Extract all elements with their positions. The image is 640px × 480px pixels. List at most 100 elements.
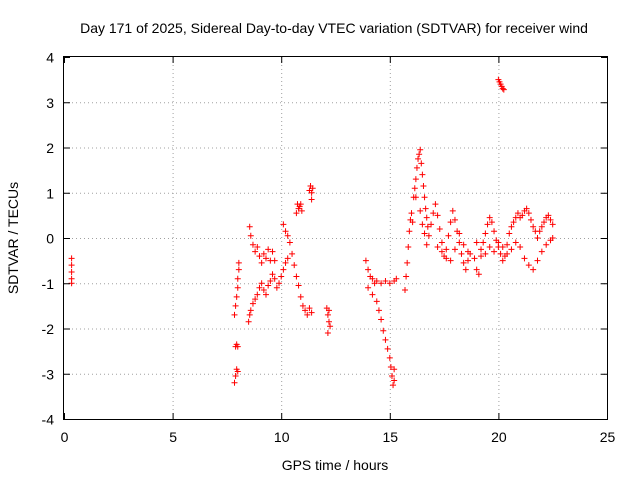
data-point bbox=[491, 248, 498, 255]
data-point bbox=[284, 255, 291, 262]
data-point bbox=[234, 343, 241, 350]
data-point bbox=[445, 232, 452, 239]
data-point bbox=[508, 246, 515, 253]
y-tick-label: -3 bbox=[42, 366, 55, 382]
data-point bbox=[504, 241, 511, 248]
data-point bbox=[480, 239, 487, 246]
data-point bbox=[308, 309, 315, 316]
data-point bbox=[293, 210, 300, 217]
data-point bbox=[282, 228, 289, 235]
data-point bbox=[324, 330, 331, 337]
data-point bbox=[525, 210, 532, 217]
data-point bbox=[413, 164, 420, 171]
data-point bbox=[530, 223, 537, 230]
data-point bbox=[436, 225, 443, 232]
data-point bbox=[262, 291, 269, 298]
data-point bbox=[451, 246, 458, 253]
data-point bbox=[517, 244, 524, 251]
data-point bbox=[538, 223, 545, 230]
y-tick-label: -4 bbox=[42, 412, 55, 428]
data-point bbox=[280, 266, 287, 273]
data-point bbox=[291, 262, 298, 269]
data-point bbox=[497, 250, 504, 257]
data-point bbox=[541, 219, 548, 226]
data-point bbox=[482, 250, 489, 257]
data-point bbox=[271, 275, 278, 282]
data-point bbox=[302, 307, 309, 314]
data-point bbox=[298, 207, 305, 214]
data-point bbox=[286, 239, 293, 246]
data-point bbox=[293, 273, 300, 280]
plot-frame bbox=[63, 56, 608, 420]
y-tick-label: -1 bbox=[42, 276, 55, 292]
data-points bbox=[68, 76, 556, 389]
data-point bbox=[260, 287, 267, 294]
data-point bbox=[402, 287, 409, 294]
y-tick-label: 3 bbox=[46, 95, 54, 111]
data-point bbox=[327, 323, 334, 330]
data-point bbox=[447, 257, 454, 264]
data-point bbox=[482, 230, 489, 237]
data-point bbox=[447, 219, 454, 226]
data-point bbox=[245, 318, 252, 325]
data-point bbox=[473, 266, 480, 273]
data-point bbox=[424, 223, 431, 230]
data-point bbox=[269, 271, 276, 278]
data-point bbox=[68, 262, 75, 269]
data-point bbox=[416, 151, 423, 158]
data-point bbox=[273, 284, 280, 291]
data-point bbox=[478, 246, 485, 253]
data-point bbox=[425, 232, 432, 239]
data-point bbox=[523, 205, 530, 212]
data-point bbox=[456, 239, 463, 246]
data-point bbox=[252, 296, 259, 303]
data-point bbox=[456, 230, 463, 237]
data-point bbox=[432, 201, 439, 208]
data-point bbox=[422, 205, 429, 212]
y-tick-label: 0 bbox=[46, 231, 54, 247]
data-point bbox=[434, 244, 441, 251]
data-point bbox=[421, 194, 428, 201]
data-point bbox=[406, 228, 413, 235]
data-point bbox=[231, 379, 238, 386]
data-point bbox=[419, 171, 426, 178]
data-point bbox=[418, 160, 425, 167]
data-point bbox=[386, 354, 393, 361]
data-point bbox=[378, 316, 385, 323]
data-point bbox=[538, 248, 545, 255]
data-point bbox=[295, 282, 302, 289]
data-point bbox=[234, 284, 241, 291]
axis-ticks bbox=[64, 57, 608, 420]
data-point bbox=[284, 232, 291, 239]
data-point bbox=[247, 232, 254, 239]
data-point bbox=[233, 293, 240, 300]
data-point bbox=[428, 221, 435, 228]
data-point bbox=[235, 266, 242, 273]
data-point bbox=[438, 239, 445, 246]
data-point bbox=[434, 212, 441, 219]
data-point bbox=[519, 212, 526, 219]
data-point bbox=[393, 275, 400, 282]
data-point bbox=[443, 246, 450, 253]
data-point bbox=[256, 253, 263, 260]
data-point bbox=[278, 273, 285, 280]
data-point bbox=[373, 298, 380, 305]
data-point bbox=[547, 216, 554, 223]
data-point bbox=[325, 307, 332, 314]
data-point bbox=[462, 266, 469, 273]
data-point bbox=[421, 230, 428, 237]
data-point bbox=[386, 280, 393, 287]
data-point bbox=[408, 210, 415, 217]
data-point bbox=[390, 382, 397, 389]
x-tick-label: 10 bbox=[274, 429, 290, 445]
data-point bbox=[512, 239, 519, 246]
data-point bbox=[534, 257, 541, 264]
x-tick-label: 0 bbox=[61, 429, 69, 445]
data-point bbox=[527, 216, 534, 223]
data-point bbox=[373, 277, 380, 284]
data-point bbox=[232, 373, 239, 380]
data-point bbox=[504, 250, 511, 257]
data-point bbox=[254, 291, 261, 298]
data-point bbox=[417, 146, 424, 153]
